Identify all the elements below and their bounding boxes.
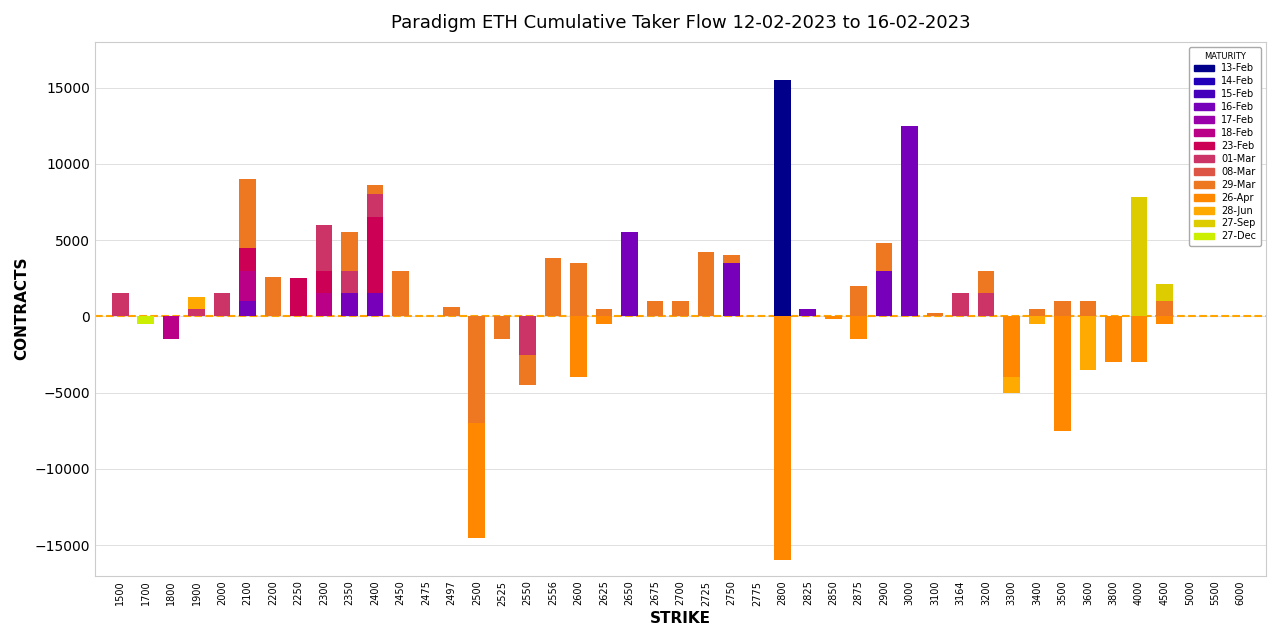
Bar: [1156, 316, 1172, 324]
Bar: [1055, 301, 1070, 316]
Legend: 13-Feb, 14-Feb, 15-Feb, 16-Feb, 17-Feb, 18-Feb, 23-Feb, 01-Mar, 08-Mar, 29-Mar, : 13-Feb, 14-Feb, 15-Feb, 16-Feb, 17-Feb, …: [1189, 47, 1261, 246]
Bar: [1130, 316, 1147, 362]
Bar: [672, 301, 689, 316]
Bar: [494, 316, 511, 339]
Bar: [342, 294, 357, 316]
Bar: [1079, 316, 1096, 370]
Bar: [188, 296, 205, 308]
Bar: [468, 423, 485, 538]
Bar: [595, 316, 612, 324]
Bar: [850, 316, 867, 339]
Bar: [111, 294, 128, 316]
Bar: [698, 252, 714, 316]
Bar: [1105, 316, 1121, 362]
Y-axis label: CONTRACTS: CONTRACTS: [14, 257, 29, 360]
Bar: [366, 195, 383, 217]
Bar: [366, 294, 383, 316]
Bar: [1130, 197, 1147, 316]
Bar: [927, 314, 943, 316]
Bar: [571, 316, 588, 378]
Bar: [468, 316, 485, 423]
Bar: [1004, 378, 1020, 392]
Bar: [646, 301, 663, 316]
Bar: [876, 243, 892, 271]
Bar: [545, 259, 562, 316]
Bar: [800, 308, 817, 316]
Bar: [774, 80, 791, 316]
Bar: [366, 185, 383, 195]
Bar: [978, 271, 995, 294]
Bar: [826, 316, 841, 319]
Bar: [214, 294, 230, 316]
Bar: [774, 316, 791, 561]
Bar: [901, 125, 918, 316]
Bar: [1079, 301, 1096, 316]
X-axis label: STRIKE: STRIKE: [650, 611, 710, 626]
Bar: [443, 307, 460, 316]
Bar: [316, 271, 333, 294]
Bar: [392, 271, 408, 316]
Bar: [342, 271, 357, 294]
Bar: [137, 316, 154, 324]
Bar: [239, 248, 256, 271]
Bar: [952, 294, 969, 316]
Bar: [163, 316, 179, 339]
Bar: [239, 179, 256, 248]
Bar: [723, 263, 740, 316]
Bar: [1029, 308, 1046, 316]
Bar: [1004, 316, 1020, 378]
Bar: [1156, 301, 1172, 316]
Bar: [239, 301, 256, 316]
Bar: [239, 271, 256, 301]
Bar: [316, 225, 333, 271]
Bar: [188, 308, 205, 316]
Bar: [265, 276, 282, 316]
Bar: [1055, 316, 1070, 431]
Bar: [1029, 316, 1046, 324]
Bar: [850, 286, 867, 316]
Bar: [342, 232, 357, 271]
Bar: [595, 308, 612, 316]
Bar: [571, 263, 588, 316]
Bar: [1156, 284, 1172, 301]
Bar: [520, 355, 536, 385]
Bar: [366, 217, 383, 294]
Bar: [978, 294, 995, 316]
Bar: [723, 255, 740, 263]
Bar: [316, 294, 333, 316]
Bar: [621, 232, 637, 316]
Bar: [520, 316, 536, 355]
Bar: [876, 271, 892, 316]
Title: Paradigm ETH Cumulative Taker Flow 12-02-2023 to 16-02-2023: Paradigm ETH Cumulative Taker Flow 12-02…: [390, 14, 970, 32]
Bar: [291, 278, 307, 316]
